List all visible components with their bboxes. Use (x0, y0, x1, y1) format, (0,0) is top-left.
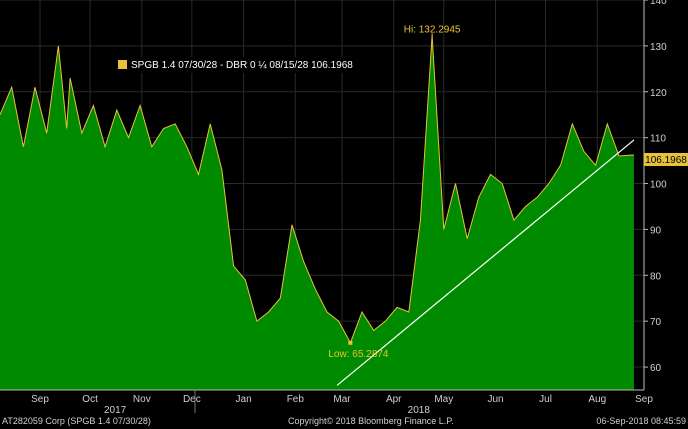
x-tick-label: May (434, 394, 453, 405)
legend: SPGB 1.4 07/30/28 - DBR 0 ¼ 08/15/28 106… (114, 57, 368, 73)
trendline (336, 139, 635, 386)
x-tick-label: Nov (133, 394, 151, 405)
y-tick-label: 120 (650, 88, 667, 99)
footer-timestamp: 06-Sep-2018 08:45:59 (596, 416, 686, 426)
y-tick-label: 140 (650, 0, 667, 7)
last-value-box (644, 153, 688, 166)
last-value-flag: 106.1968 (644, 153, 688, 166)
x-tick-label: Jan (236, 394, 252, 405)
footer-security: AT282059 Corp (SPGB 1.4 07/30/28) (2, 416, 151, 426)
y-tick-label: 70 (650, 317, 662, 328)
y-tick-label: 100 (650, 180, 667, 191)
x-axis: Sep Oct Nov Dec Jan Feb Mar Apr May Jun Jul Aug Sep 2… (0, 389, 653, 415)
chart: Hi: 132.2945 Low: 65.2874 60 70 80 90 100 110… (0, 0, 688, 415)
y-tick-label: 60 (650, 363, 662, 374)
year-label: 2017 (104, 405, 127, 415)
y-tick-label: 130 (650, 42, 667, 53)
y-tick-label: 80 (650, 271, 662, 282)
y-tick-label: 110 (650, 134, 666, 145)
x-tick-label: Dec (183, 394, 201, 405)
legend-swatch (118, 60, 127, 69)
x-tick-label: Aug (588, 394, 606, 405)
footer: AT282059 Corp (SPGB 1.4 07/30/28) Copyri… (0, 415, 688, 429)
footer-copyright: Copyright© 2018 Bloomberg Finance L.P. (288, 416, 454, 426)
x-tick-label: Sep (635, 394, 653, 405)
x-tick-label: Oct (82, 394, 98, 405)
low-marker (348, 340, 353, 345)
area-fill (0, 35, 634, 391)
x-tick-label: Jun (487, 394, 503, 405)
y-axis: 60 70 80 90 100 110 120 130 140 (643, 0, 667, 390)
low-annotation: Low: 65.2874 (328, 349, 388, 360)
legend-box (114, 57, 368, 73)
year-label: 2018 (408, 405, 431, 415)
x-tick-label: Jul (539, 394, 552, 405)
y-tick-label: 90 (650, 225, 662, 236)
x-tick-label: Feb (287, 394, 305, 405)
x-tick-label: Mar (333, 394, 351, 405)
x-tick-label: Apr (386, 394, 402, 405)
series-line (0, 35, 634, 345)
x-tick-label: Sep (31, 394, 49, 405)
last-value-label: 106.1968 (645, 155, 687, 166)
legend-label: SPGB 1.4 07/30/28 - DBR 0 ¼ 08/15/28 106… (131, 59, 353, 71)
hi-annotation: Hi: 132.2945 (404, 24, 461, 35)
